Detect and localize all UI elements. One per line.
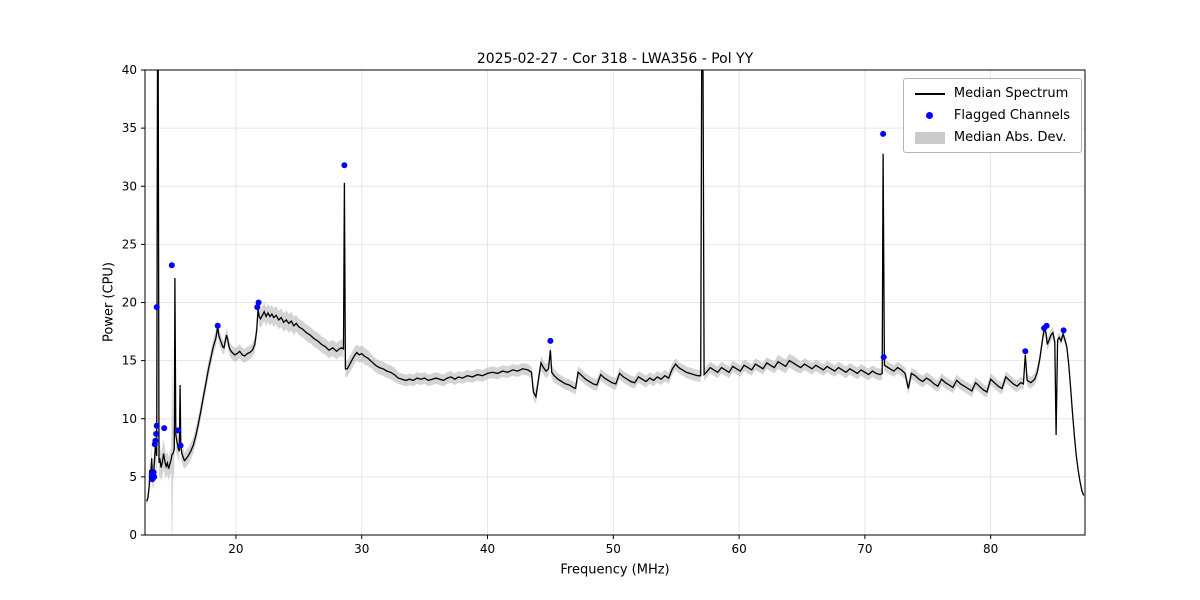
legend-entry-mad: Median Abs. Dev. <box>914 130 1070 145</box>
x-tick-label: 80 <box>983 542 998 556</box>
y-tick-label: 35 <box>122 121 137 135</box>
y-tick-label: 10 <box>122 412 137 426</box>
flagged-channel-point <box>153 304 160 311</box>
x-axis-label: Frequency (MHz) <box>560 562 670 578</box>
legend: Median Spectrum Flagged Channels Median … <box>902 78 1082 153</box>
x-tick-label: 60 <box>731 542 746 556</box>
flagged-channel-point <box>175 427 182 434</box>
flagged-channel-point <box>1060 327 1067 334</box>
y-tick-label: 15 <box>122 354 137 368</box>
legend-band-sample <box>914 131 945 145</box>
flagged-channel-point <box>214 322 221 329</box>
grid <box>145 69 1085 536</box>
y-tick-label: 5 <box>129 470 137 484</box>
x-tick-label: 70 <box>857 542 872 556</box>
flagged-channel-point <box>880 130 887 137</box>
y-tick-label: 30 <box>122 179 137 193</box>
y-tick-label: 0 <box>129 528 137 542</box>
flagged-channel-point <box>153 430 160 437</box>
flagged-channel-point <box>151 473 158 480</box>
y-tick-label: 40 <box>122 63 137 77</box>
x-tick-label: 20 <box>228 542 243 556</box>
flagged-channel-point <box>547 337 554 344</box>
chart-title: 2025-02-27 - Cor 318 - LWA356 - Pol YY <box>476 51 754 67</box>
flagged-channel-point <box>880 354 887 361</box>
flagged-channel-point <box>152 437 159 444</box>
median-spectrum-line <box>145 70 1085 502</box>
x-tick-label: 50 <box>606 542 621 556</box>
legend-label: Flagged Channels <box>953 108 1070 123</box>
y-tick-label: 20 <box>122 296 137 310</box>
legend-entry-median-spectrum: Median Spectrum <box>914 86 1070 101</box>
x-tick-label: 40 <box>480 542 495 556</box>
flagged-channels <box>148 130 1067 483</box>
flagged-channel-point <box>341 162 348 169</box>
axes-frame <box>144 69 1086 536</box>
axis-ticks: 20 30 40 50 60 70 80 0 5 10 15 20 25 30 35 40 <box>122 63 999 556</box>
flagged-channel-point <box>1022 348 1029 355</box>
flagged-channel-point <box>168 262 175 269</box>
flagged-channel-point <box>153 422 160 429</box>
legend-label: Median Spectrum <box>953 86 1069 101</box>
legend-entry-flagged-channels: Flagged Channels <box>915 108 1070 123</box>
x-tick-label: 30 <box>354 542 369 556</box>
flagged-channel-point <box>150 469 157 476</box>
legend-line-sample <box>914 87 945 101</box>
y-axis-label: Power (CPU) <box>101 261 117 343</box>
flagged-channel-point <box>254 304 261 311</box>
flagged-channel-point <box>1043 322 1050 329</box>
legend-label: Median Abs. Dev. <box>953 130 1067 145</box>
flagged-channel-point <box>161 425 168 432</box>
flagged-channel-point <box>177 442 184 449</box>
legend-dot-sample <box>915 109 945 123</box>
flagged-channel-point <box>255 299 262 306</box>
y-tick-label: 25 <box>122 237 137 251</box>
